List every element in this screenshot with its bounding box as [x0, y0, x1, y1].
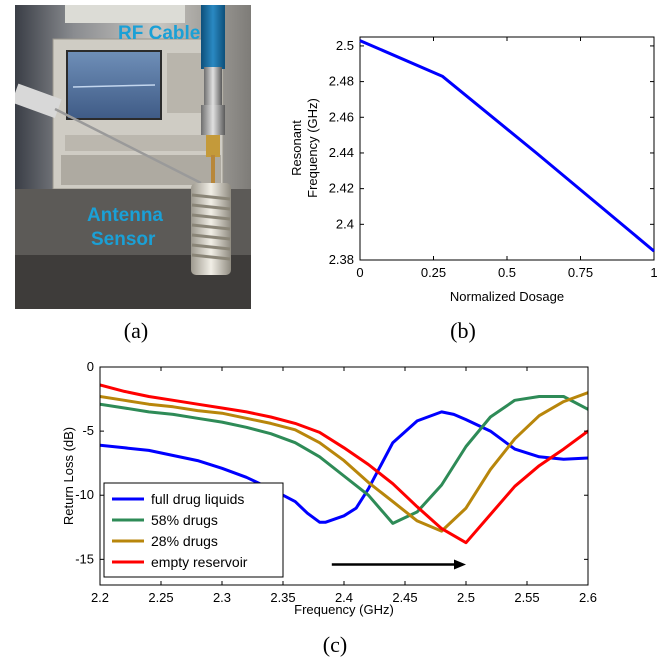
plot-frame [359, 36, 655, 261]
y-tick-label: 2.48 [329, 74, 354, 89]
sensor-label: Sensor [91, 229, 156, 250]
y-tick-label: 2.42 [329, 181, 354, 196]
series-line-2 [100, 391, 588, 533]
x-tick-label: 1 [650, 265, 657, 280]
series-line-0 [359, 39, 655, 253]
x-tick-label: 2.3 [213, 590, 231, 605]
y-axis-label: Return Loss (dB) [61, 427, 76, 525]
caption-b: (b) [450, 318, 476, 343]
y-axis-label-line2: Frequency (GHz) [305, 98, 320, 198]
x-axis-label: Normalized Dosage [450, 289, 564, 304]
x-tick-label: 2.35 [270, 590, 295, 605]
y-tick-label: 2.4 [336, 216, 354, 231]
return-loss-chart: 2.2 2.25 2.3 2.35 2.4 2.45 2.5 2.55 2.6 0 -5 -10 -15… [61, 359, 597, 617]
x-tick-label: 2.5 [457, 590, 475, 605]
x-tick-label: 2.55 [514, 590, 539, 605]
caption-a: (a) [124, 318, 148, 343]
legend-label: 28% drugs [151, 533, 218, 549]
x-tick-label: 0 [356, 265, 363, 280]
y-tick-label: 2.46 [329, 109, 354, 124]
y-tick-label: 2.44 [329, 145, 354, 160]
x-tick-label: 2.2 [91, 590, 109, 605]
rf-cable-label: RF Cable [118, 23, 200, 44]
x-tick-label: 2.45 [392, 590, 417, 605]
shift-arrow-head [454, 559, 466, 570]
antenna-sensor-photo: RF Cable Antenna Sensor [15, 5, 251, 309]
y-tick-label: 0 [87, 359, 94, 374]
y-axis-label-line1: Resonant [289, 120, 304, 176]
y-tick-label: -5 [82, 423, 94, 438]
legend-label: empty reservoir [151, 554, 248, 570]
x-tick-label: 2.4 [335, 590, 353, 605]
caption-c: (c) [323, 632, 347, 657]
antenna-label: Antenna [87, 205, 163, 226]
legend-label: full drug liquids [151, 491, 244, 507]
x-tick-label: 0.75 [568, 265, 593, 280]
x-tick-label: 0.25 [421, 265, 446, 280]
x-tick-label: 2.6 [579, 590, 597, 605]
resonant-frequency-chart: 0 0.25 0.5 0.75 12.382.42.422.442.462.482.5 … [289, 36, 658, 304]
legend-label: 58% drugs [151, 512, 218, 528]
x-tick-label: 2.25 [148, 590, 173, 605]
y-tick-label: 2.5 [336, 38, 354, 53]
series-line-3 [100, 383, 588, 545]
x-tick-label: 0.5 [498, 265, 516, 280]
y-tick-label: -15 [75, 551, 94, 566]
y-tick-label: -10 [75, 487, 94, 502]
legend: full drug liquids 58% drugs 28% drugs empty… [103, 482, 284, 578]
x-axis-label: Frequency (GHz) [294, 602, 394, 617]
y-tick-label: 2.38 [329, 252, 354, 267]
